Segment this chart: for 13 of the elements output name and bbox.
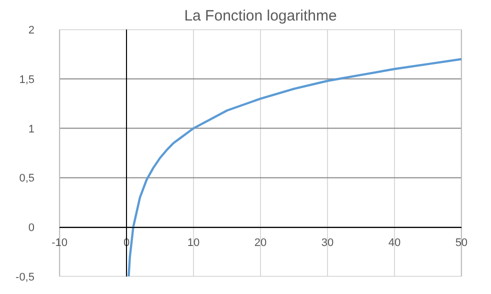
x-tick-label: 10 [187,237,200,250]
x-tick-label: 30 [321,237,334,250]
y-tick-label: 1,5 [19,74,35,86]
x-tick-label: 40 [388,237,401,250]
y-tick-label: 1 [28,123,35,136]
y-tick-label: -0,5 [16,272,35,284]
y-tick-label: 0,5 [19,172,35,185]
x-tick-label: -10 [52,237,68,250]
x-tick-label: 50 [455,237,468,250]
chart-title: La Fonction logarithme [184,8,337,24]
y-tick-label: 2 [28,24,35,36]
x-tick-label: 20 [254,237,267,250]
y-tick-label: 0 [28,222,35,234]
